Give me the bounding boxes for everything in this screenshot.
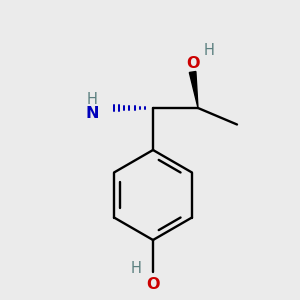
Text: N: N bbox=[86, 106, 99, 121]
Text: O: O bbox=[146, 277, 160, 292]
Text: H: H bbox=[204, 43, 214, 58]
Text: H: H bbox=[87, 92, 98, 106]
Polygon shape bbox=[189, 71, 198, 108]
Text: O: O bbox=[186, 56, 199, 71]
Text: H: H bbox=[131, 261, 142, 276]
